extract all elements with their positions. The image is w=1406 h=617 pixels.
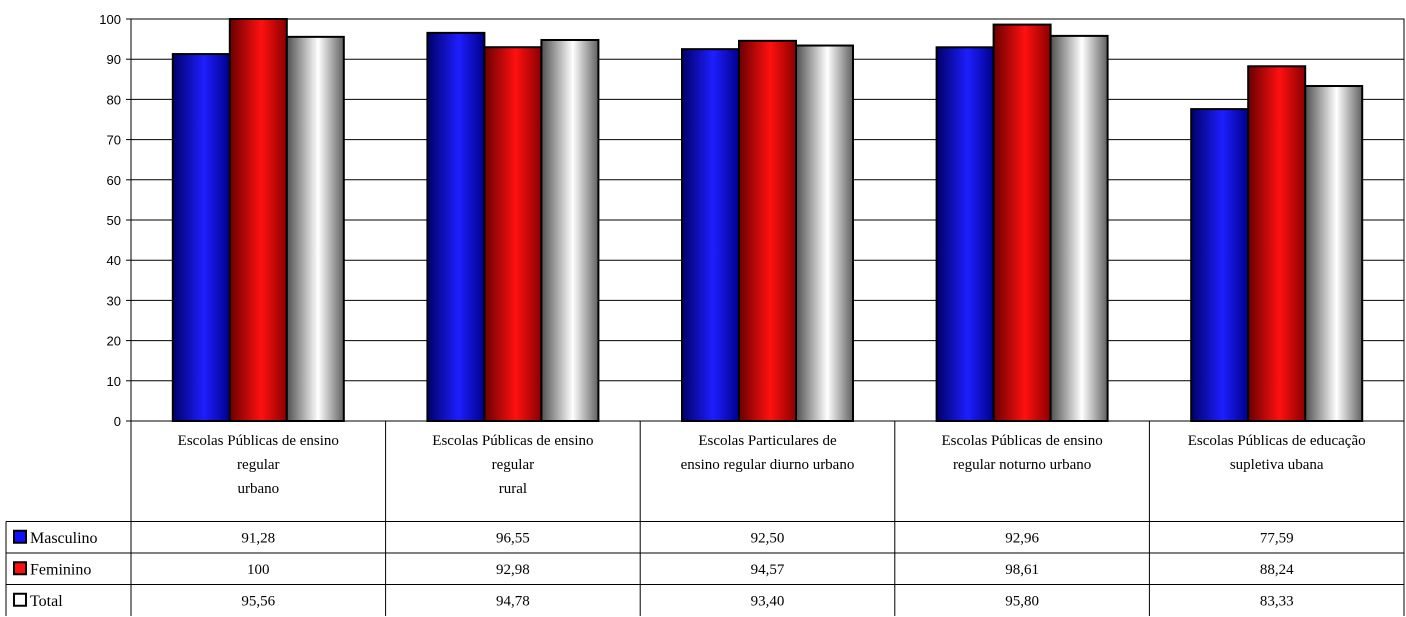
category-label-line: Escolas Públicas de ensino <box>178 433 339 449</box>
data-table-value: 83,33 <box>1260 593 1294 609</box>
data-table: Escolas Públicas de ensino regular urbanoE… <box>5 421 1405 616</box>
category-label: Escolas Públicas de ensino regular noturn… <box>941 433 1102 473</box>
bar-total-5 <box>1304 85 1364 422</box>
bars <box>171 18 1364 423</box>
legend-key-feminino <box>13 561 27 576</box>
category-label-line: Escolas Públicas de ensino <box>432 433 593 449</box>
category-label-line: Escolas Particulares de <box>698 433 837 449</box>
y-tick-label: 90 <box>107 52 121 67</box>
legend-label-masculino: Masculino <box>30 530 98 547</box>
data-table-value: 92,96 <box>1005 530 1039 546</box>
y-tick-label: 30 <box>107 293 121 308</box>
data-table-value: 77,59 <box>1260 530 1294 546</box>
data-table-value: 93,40 <box>751 593 785 609</box>
category-label: Escolas Particulares de ensino regular di… <box>681 433 855 473</box>
y-tick-label: 10 <box>107 374 121 389</box>
data-table-value: 96,55 <box>496 530 530 546</box>
category-label-line: regular noturno urbano <box>953 457 1091 473</box>
bar-total-4 <box>1049 34 1109 422</box>
category-label-line: ensino regular diurno urbano <box>681 457 855 473</box>
data-table-value: 94,57 <box>751 562 785 578</box>
y-tick-label: 0 <box>114 414 121 429</box>
category-label: Escolas Públicas de educação supletiva ub… <box>1188 433 1366 473</box>
category-label-line: Escolas Públicas de ensino <box>941 433 1102 449</box>
y-tick-label: 80 <box>107 92 121 107</box>
bar-masculino-1 <box>171 53 231 422</box>
category-label: Escolas Públicas de ensino regular rural <box>432 433 593 497</box>
legend-label-feminino: Feminino <box>30 561 91 578</box>
category-label-line: regular <box>237 457 279 473</box>
bar-feminino-2 <box>483 46 543 423</box>
y-tick-label: 60 <box>107 173 121 188</box>
data-table-value: 91,28 <box>241 530 275 546</box>
bar-total-3 <box>795 44 854 422</box>
data-table-value: 88,24 <box>1260 562 1294 578</box>
bar-masculino-3 <box>681 48 740 423</box>
data-table-value: 92,50 <box>751 530 785 546</box>
y-tick-label: 70 <box>107 133 121 148</box>
category-label-line: supletiva ubana <box>1230 457 1324 473</box>
data-table-value: 98,61 <box>1005 562 1039 578</box>
category-label-line: urbano <box>237 481 279 497</box>
y-axis: 0 10 20 30 40 50 60 70 80 90 100 <box>99 12 131 429</box>
bar-masculino-5 <box>1190 108 1250 423</box>
y-tick-label: 40 <box>107 253 121 268</box>
category-label-line: rural <box>499 481 527 497</box>
legend-key-total <box>13 592 27 607</box>
bar-total-2 <box>540 38 600 422</box>
data-table-value: 100 <box>247 562 270 578</box>
category-label: Escolas Públicas de ensino regular urbano <box>178 433 339 497</box>
category-label-line: regular <box>492 457 534 473</box>
bar-masculino-2 <box>426 31 486 423</box>
data-table-value: 95,80 <box>1005 593 1039 609</box>
y-tick-label: 100 <box>99 12 121 27</box>
bar-masculino-4 <box>935 46 995 422</box>
data-table-value: 92,98 <box>496 562 530 578</box>
bar-total-1 <box>285 35 345 423</box>
bar-feminino-4 <box>992 23 1052 422</box>
y-tick-label: 20 <box>107 334 121 349</box>
y-tick-label: 50 <box>107 213 121 228</box>
bar-feminino-5 <box>1247 65 1307 422</box>
category-label-line: Escolas Públicas de educação <box>1188 433 1366 449</box>
bar-feminino-3 <box>738 39 797 422</box>
legend-key-masculino <box>13 529 27 544</box>
bar-feminino-1 <box>228 18 288 422</box>
legend-label-total: Total <box>30 593 63 610</box>
data-table-value: 94,78 <box>496 593 530 609</box>
data-table-value: 95,56 <box>241 593 275 609</box>
